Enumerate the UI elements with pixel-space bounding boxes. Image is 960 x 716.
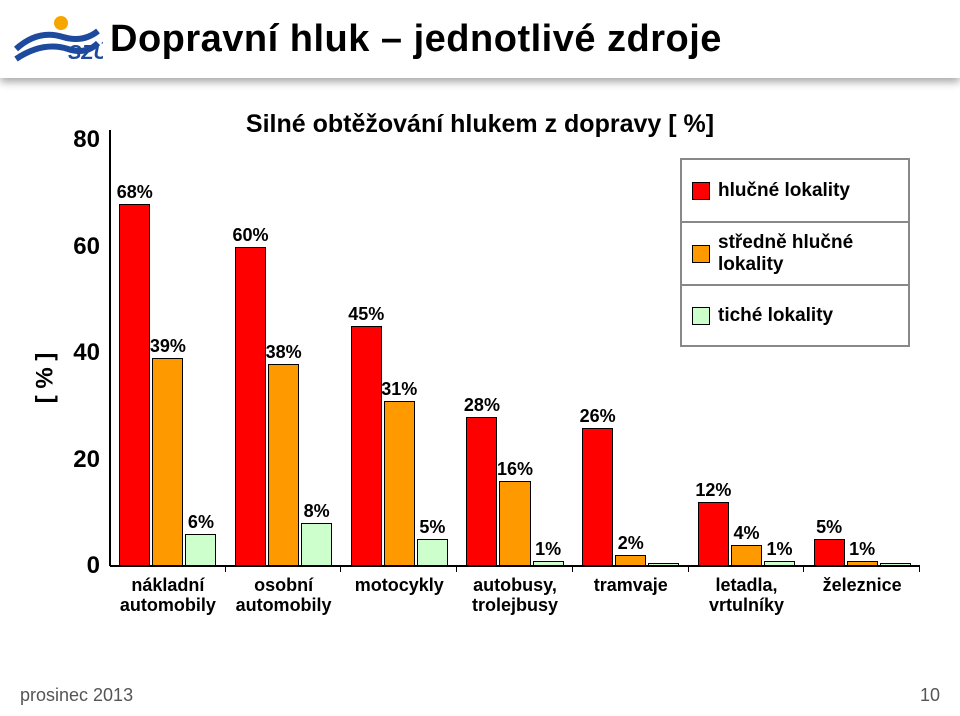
- bar: 8%: [301, 523, 332, 566]
- legend-swatch: [692, 245, 710, 263]
- chart-title: Silné obtěžování hlukem z dopravy [ %]: [30, 110, 930, 139]
- legend-item: hlučné lokality: [680, 158, 910, 221]
- bar-value-label: 1%: [849, 539, 875, 562]
- category-label: tramvaje: [573, 576, 689, 596]
- bar: 28%: [466, 417, 497, 566]
- bar-value-label: 68%: [117, 182, 153, 205]
- bar-value-label: 31%: [381, 379, 417, 402]
- y-tick-label: 40: [73, 339, 110, 367]
- bar-group: 28%16%1%autobusy, trolejbusy: [457, 140, 573, 566]
- legend-swatch: [692, 182, 710, 200]
- page-title: Dopravní hluk – jednotlivé zdroje: [110, 18, 722, 61]
- bar: 26%: [582, 428, 613, 566]
- bar-group: 45%31%5%motocykly: [341, 140, 457, 566]
- bar-group: 68%39%6%nákladní automobily: [110, 140, 226, 566]
- bar: 68%: [119, 204, 150, 566]
- chart: Silné obtěžování hlukem z dopravy [ %] […: [30, 110, 930, 646]
- category-label: motocykly: [341, 576, 457, 596]
- bar: 39%: [152, 358, 183, 566]
- legend-label: hlučné lokality: [718, 180, 850, 202]
- bar-value-label: 5%: [816, 517, 842, 540]
- bar-value-label: 8%: [304, 501, 330, 524]
- y-tick-label: 0: [87, 552, 110, 580]
- bar: 31%: [384, 401, 415, 566]
- bar-value-label: 12%: [695, 480, 731, 503]
- logo: SZÚ: [0, 0, 110, 78]
- bar-value-label: 16%: [497, 459, 533, 482]
- bar: 38%: [268, 364, 299, 566]
- category-label: železnice: [804, 576, 920, 596]
- bar-value-label: 60%: [232, 225, 268, 248]
- svg-text:SZÚ: SZÚ: [68, 40, 103, 64]
- bar-value-label: 5%: [419, 517, 445, 540]
- bar-value-label: 26%: [580, 406, 616, 429]
- bar: 2%: [615, 555, 646, 566]
- bar-value-label: 6%: [188, 512, 214, 535]
- bar-group: 26%2%tramvaje: [573, 140, 689, 566]
- bar: [880, 563, 911, 566]
- bar: 6%: [185, 534, 216, 566]
- plot-area: 68%39%6%nákladní automobily60%38%8%osobn…: [110, 140, 920, 566]
- bar: 1%: [764, 561, 795, 566]
- bar-value-label: 45%: [348, 304, 384, 327]
- y-axis-label: [ % ]: [31, 353, 59, 404]
- slide-number: 10: [920, 685, 940, 706]
- legend: hlučné lokality středně hlučné lokality ti…: [680, 158, 910, 347]
- bar: 5%: [417, 539, 448, 566]
- bar-value-label: 28%: [464, 395, 500, 418]
- bar: 45%: [351, 326, 382, 566]
- legend-item: středně hlučné lokality: [680, 221, 910, 284]
- y-tick-label: 20: [73, 446, 110, 474]
- footer-date: prosinec 2013: [20, 685, 133, 706]
- bar-value-label: 1%: [535, 539, 561, 562]
- category-label: autobusy, trolejbusy: [457, 576, 573, 616]
- bar: 60%: [235, 247, 266, 567]
- bar-value-label: 1%: [767, 539, 793, 562]
- bar-value-label: 39%: [150, 336, 186, 359]
- bar: 1%: [533, 561, 564, 566]
- legend-label: tiché lokality: [718, 305, 833, 327]
- bar: 4%: [731, 545, 762, 566]
- title-bar: SZÚ Dopravní hluk – jednotlivé zdroje: [0, 0, 960, 78]
- bar-value-label: 2%: [618, 533, 644, 556]
- bar-value-label: 38%: [266, 342, 302, 365]
- y-tick-label: 60: [73, 233, 110, 261]
- category-label: osobní automobily: [226, 576, 342, 616]
- bar: 1%: [847, 561, 878, 566]
- legend-item: tiché lokality: [680, 284, 910, 347]
- bar-value-label: 4%: [733, 523, 759, 546]
- category-label: nákladní automobily: [110, 576, 226, 616]
- legend-swatch: [692, 307, 710, 325]
- bar: [648, 563, 679, 566]
- bar: 12%: [698, 502, 729, 566]
- bar-group: 60%38%8%osobní automobily: [226, 140, 342, 566]
- legend-label: středně hlučné lokality: [718, 232, 898, 276]
- category-label: letadla, vrtulníky: [689, 576, 805, 616]
- y-tick-label: 80: [73, 126, 110, 154]
- bar: 5%: [814, 539, 845, 566]
- bar: 16%: [499, 481, 530, 566]
